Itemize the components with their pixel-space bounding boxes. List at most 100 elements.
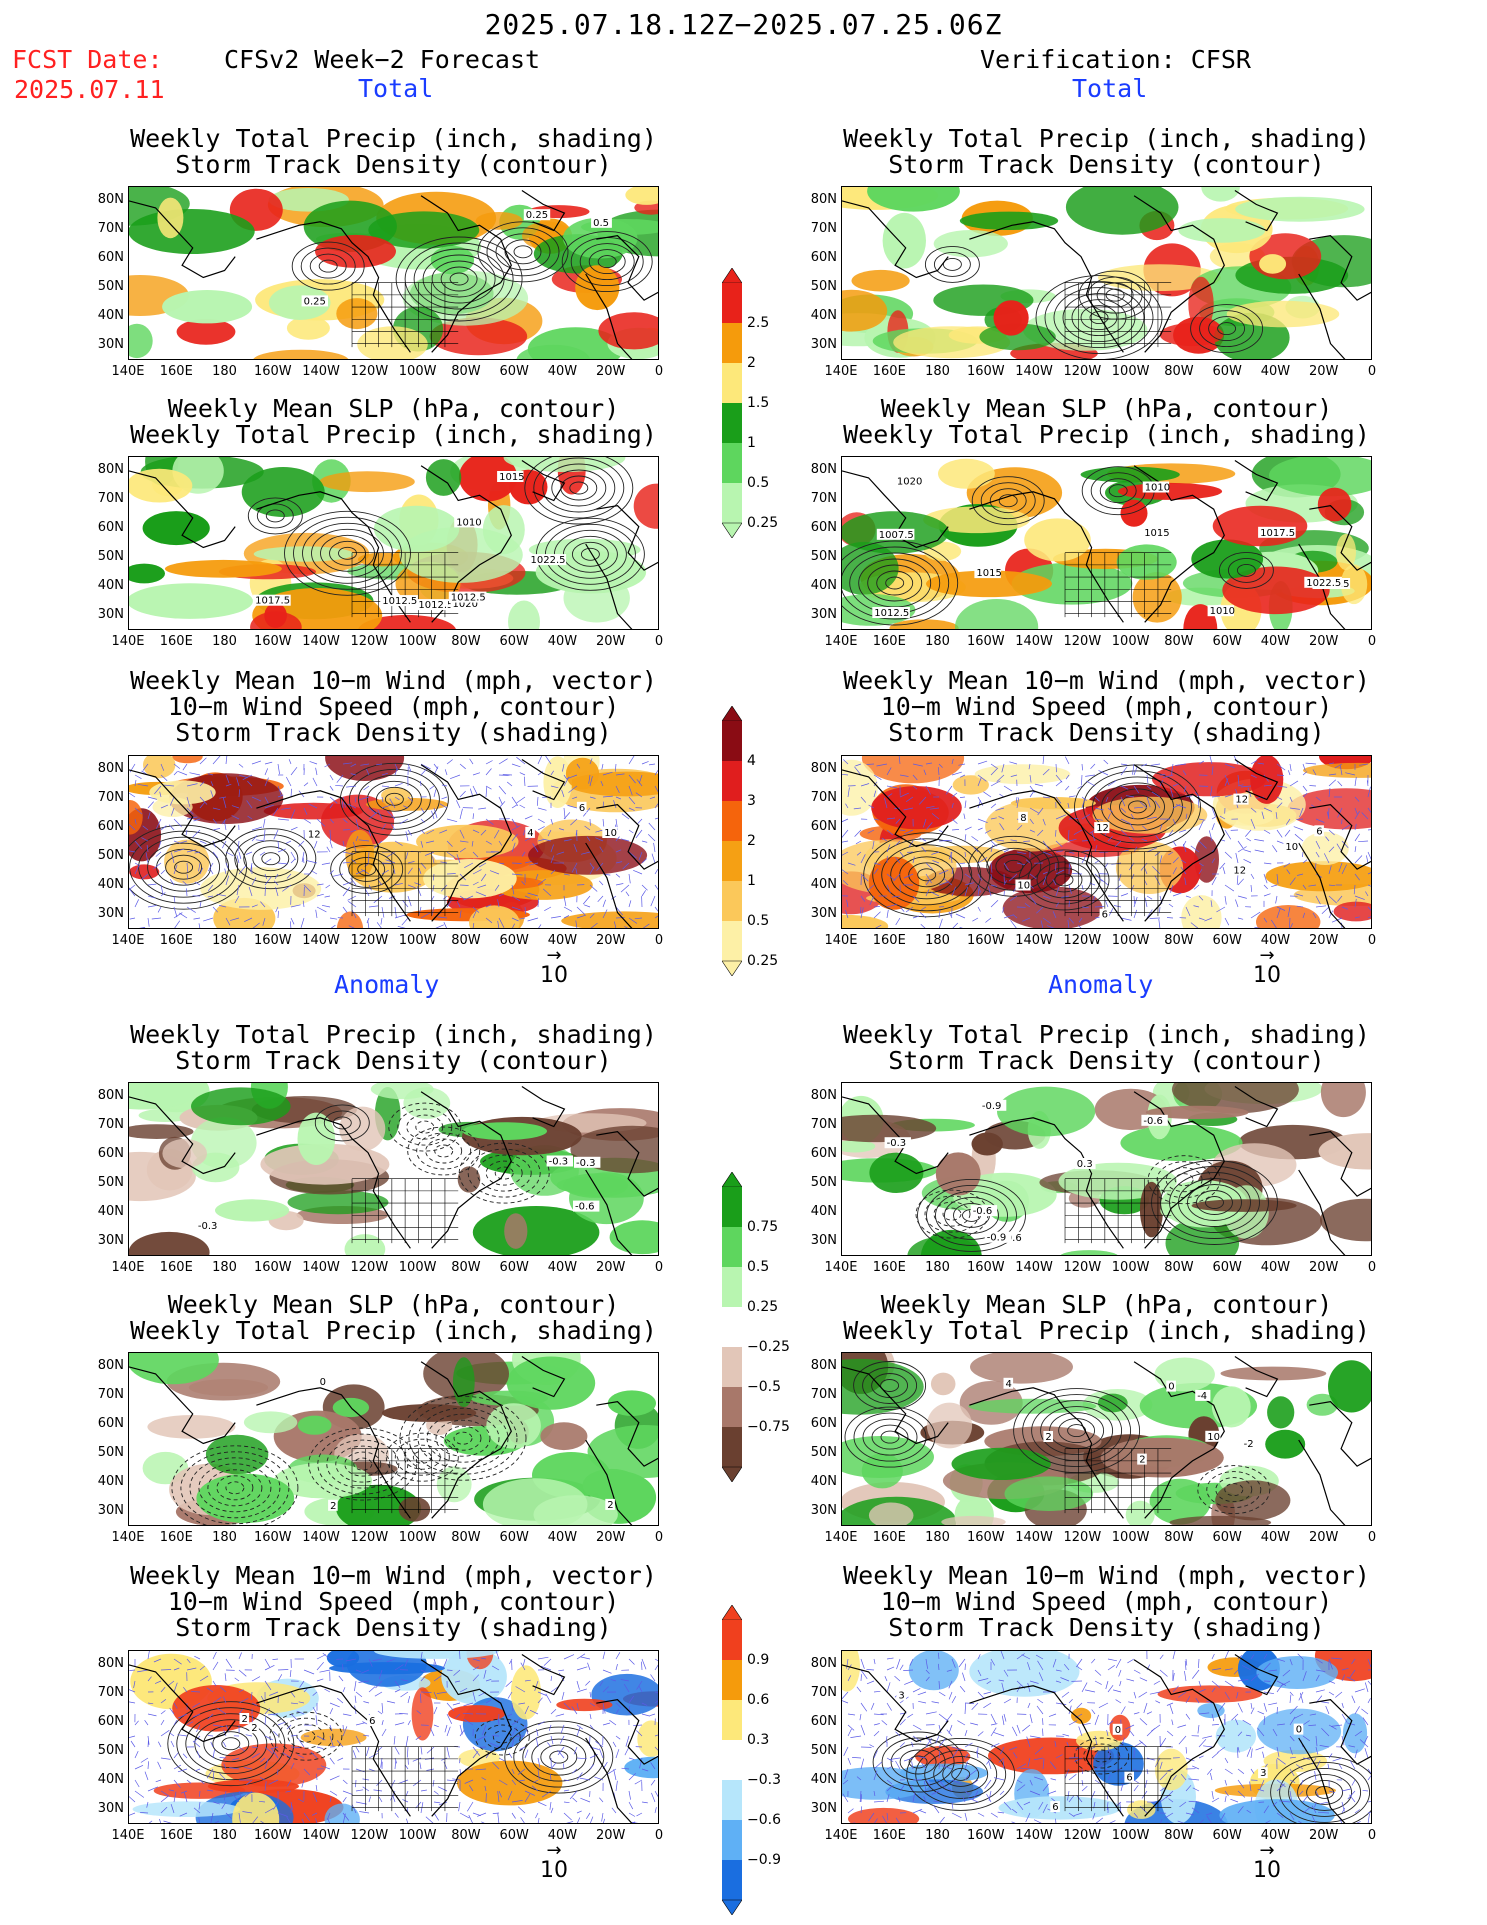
wind-vector (1302, 859, 1308, 864)
wind-vector (1023, 1801, 1031, 1806)
wind-vector (1250, 1673, 1259, 1682)
contour-line (485, 1160, 523, 1186)
lat-tick-label: 70N (97, 1685, 124, 1700)
wind-vector (1366, 855, 1369, 864)
wind-vector (860, 1658, 865, 1669)
wind-vector (1042, 1718, 1044, 1726)
wind-vector (1188, 1801, 1200, 1803)
contour-line (425, 1138, 463, 1164)
wind-vector (614, 763, 617, 772)
wind-vector (236, 777, 240, 787)
wind-vector (543, 838, 552, 842)
wind-vector (959, 1685, 966, 1693)
wind-vector (1003, 1801, 1012, 1810)
colorbar-swatch (722, 1307, 742, 1347)
wind-vector (589, 1702, 596, 1707)
wind-vector (1024, 903, 1031, 908)
wind-vector (459, 910, 462, 919)
wind-vector (925, 1676, 930, 1682)
wind-vector (1206, 1815, 1212, 1823)
wind-vector (921, 1762, 927, 1770)
wind-vector (352, 1750, 357, 1759)
wind-vector (238, 1697, 249, 1704)
wind-vector (959, 926, 963, 928)
colorbar-swatch (722, 1740, 742, 1780)
coastline (256, 1117, 411, 1249)
wind-vector (628, 756, 635, 765)
contour-line (344, 1451, 382, 1477)
wind-vector (1367, 1768, 1371, 1774)
wind-vector (1068, 1757, 1080, 1759)
shading-cell (486, 1403, 541, 1449)
wind-vector (1224, 794, 1232, 798)
wind-vector (524, 895, 531, 899)
lat-tick-label: 70N (97, 790, 124, 805)
wind-vector (572, 796, 578, 800)
wind-vector (1055, 1669, 1062, 1672)
wind-vector (290, 788, 292, 798)
wind-vector (615, 906, 623, 916)
wind-vector (1265, 1820, 1271, 1823)
wind-vector (1077, 785, 1083, 789)
wind-vector (199, 867, 204, 875)
wind-vector (399, 1712, 409, 1715)
wind-vector (361, 1669, 370, 1674)
wind-vector (147, 1651, 150, 1660)
wind-vector (624, 1746, 630, 1756)
wind-vector (498, 774, 510, 776)
contour-line (483, 1724, 521, 1750)
wind-vector (372, 1658, 383, 1661)
shading-cell (868, 856, 920, 910)
wind-vector (842, 851, 849, 856)
wind-vector (1276, 802, 1283, 809)
contour-line (989, 488, 1027, 514)
wind-vector (595, 1741, 604, 1748)
wind-vector (1220, 1812, 1226, 1821)
wind-vector (1276, 763, 1286, 771)
wind-vector (446, 1669, 453, 1671)
wind-vector (654, 785, 658, 793)
wind-vector (873, 1690, 881, 1693)
wind-vector (1300, 1779, 1304, 1786)
vector-reference: → 10 (524, 947, 584, 989)
wind-vector (359, 1811, 370, 1814)
wind-vector (1367, 1813, 1370, 1823)
coastline (420, 1091, 512, 1249)
wind-vector (365, 889, 370, 897)
wind-vector (899, 851, 905, 858)
wind-vector (976, 1750, 979, 1759)
contour-label: 0.3 (1074, 1158, 1096, 1170)
wind-vector (192, 1713, 201, 1718)
lon-tick-label: 60W (499, 1530, 529, 1545)
wind-vector (1159, 824, 1163, 831)
wind-vector (1162, 774, 1174, 778)
wind-vector (511, 895, 520, 901)
wind-vector (918, 1756, 927, 1759)
wind-vector (231, 1757, 240, 1761)
contour-line (908, 862, 946, 888)
wind-vector (1133, 1741, 1143, 1748)
wind-vector (168, 1789, 175, 1792)
shading-cell (472, 1206, 600, 1255)
wind-vector (951, 758, 954, 765)
svg-text:0: 0 (1168, 1382, 1174, 1393)
f-anom-ps-title-line: Storm Track Density (contour) (175, 1046, 612, 1075)
wind-vector (638, 1686, 643, 1693)
wind-vector (199, 1790, 201, 1797)
v-total-wind-map: 12 6 10 12 8 10 6 12 (841, 755, 1372, 929)
wind-vector (1276, 1783, 1285, 1792)
wind-vector (524, 906, 527, 915)
svg-text:6: 6 (1126, 1773, 1132, 1784)
contour-line (1092, 1749, 1112, 1763)
shading-cell (250, 611, 302, 629)
wind-vector (1198, 1658, 1200, 1669)
lon-tick-label: 20W (1309, 634, 1339, 649)
wind-vector (186, 862, 189, 873)
wind-vector (1055, 780, 1063, 787)
colorbar-label: 0.25 (747, 953, 779, 969)
shading-cell (425, 459, 462, 496)
shading-cell (861, 756, 965, 784)
contour-label: 2 (328, 1499, 338, 1512)
shading-cell (157, 197, 184, 239)
